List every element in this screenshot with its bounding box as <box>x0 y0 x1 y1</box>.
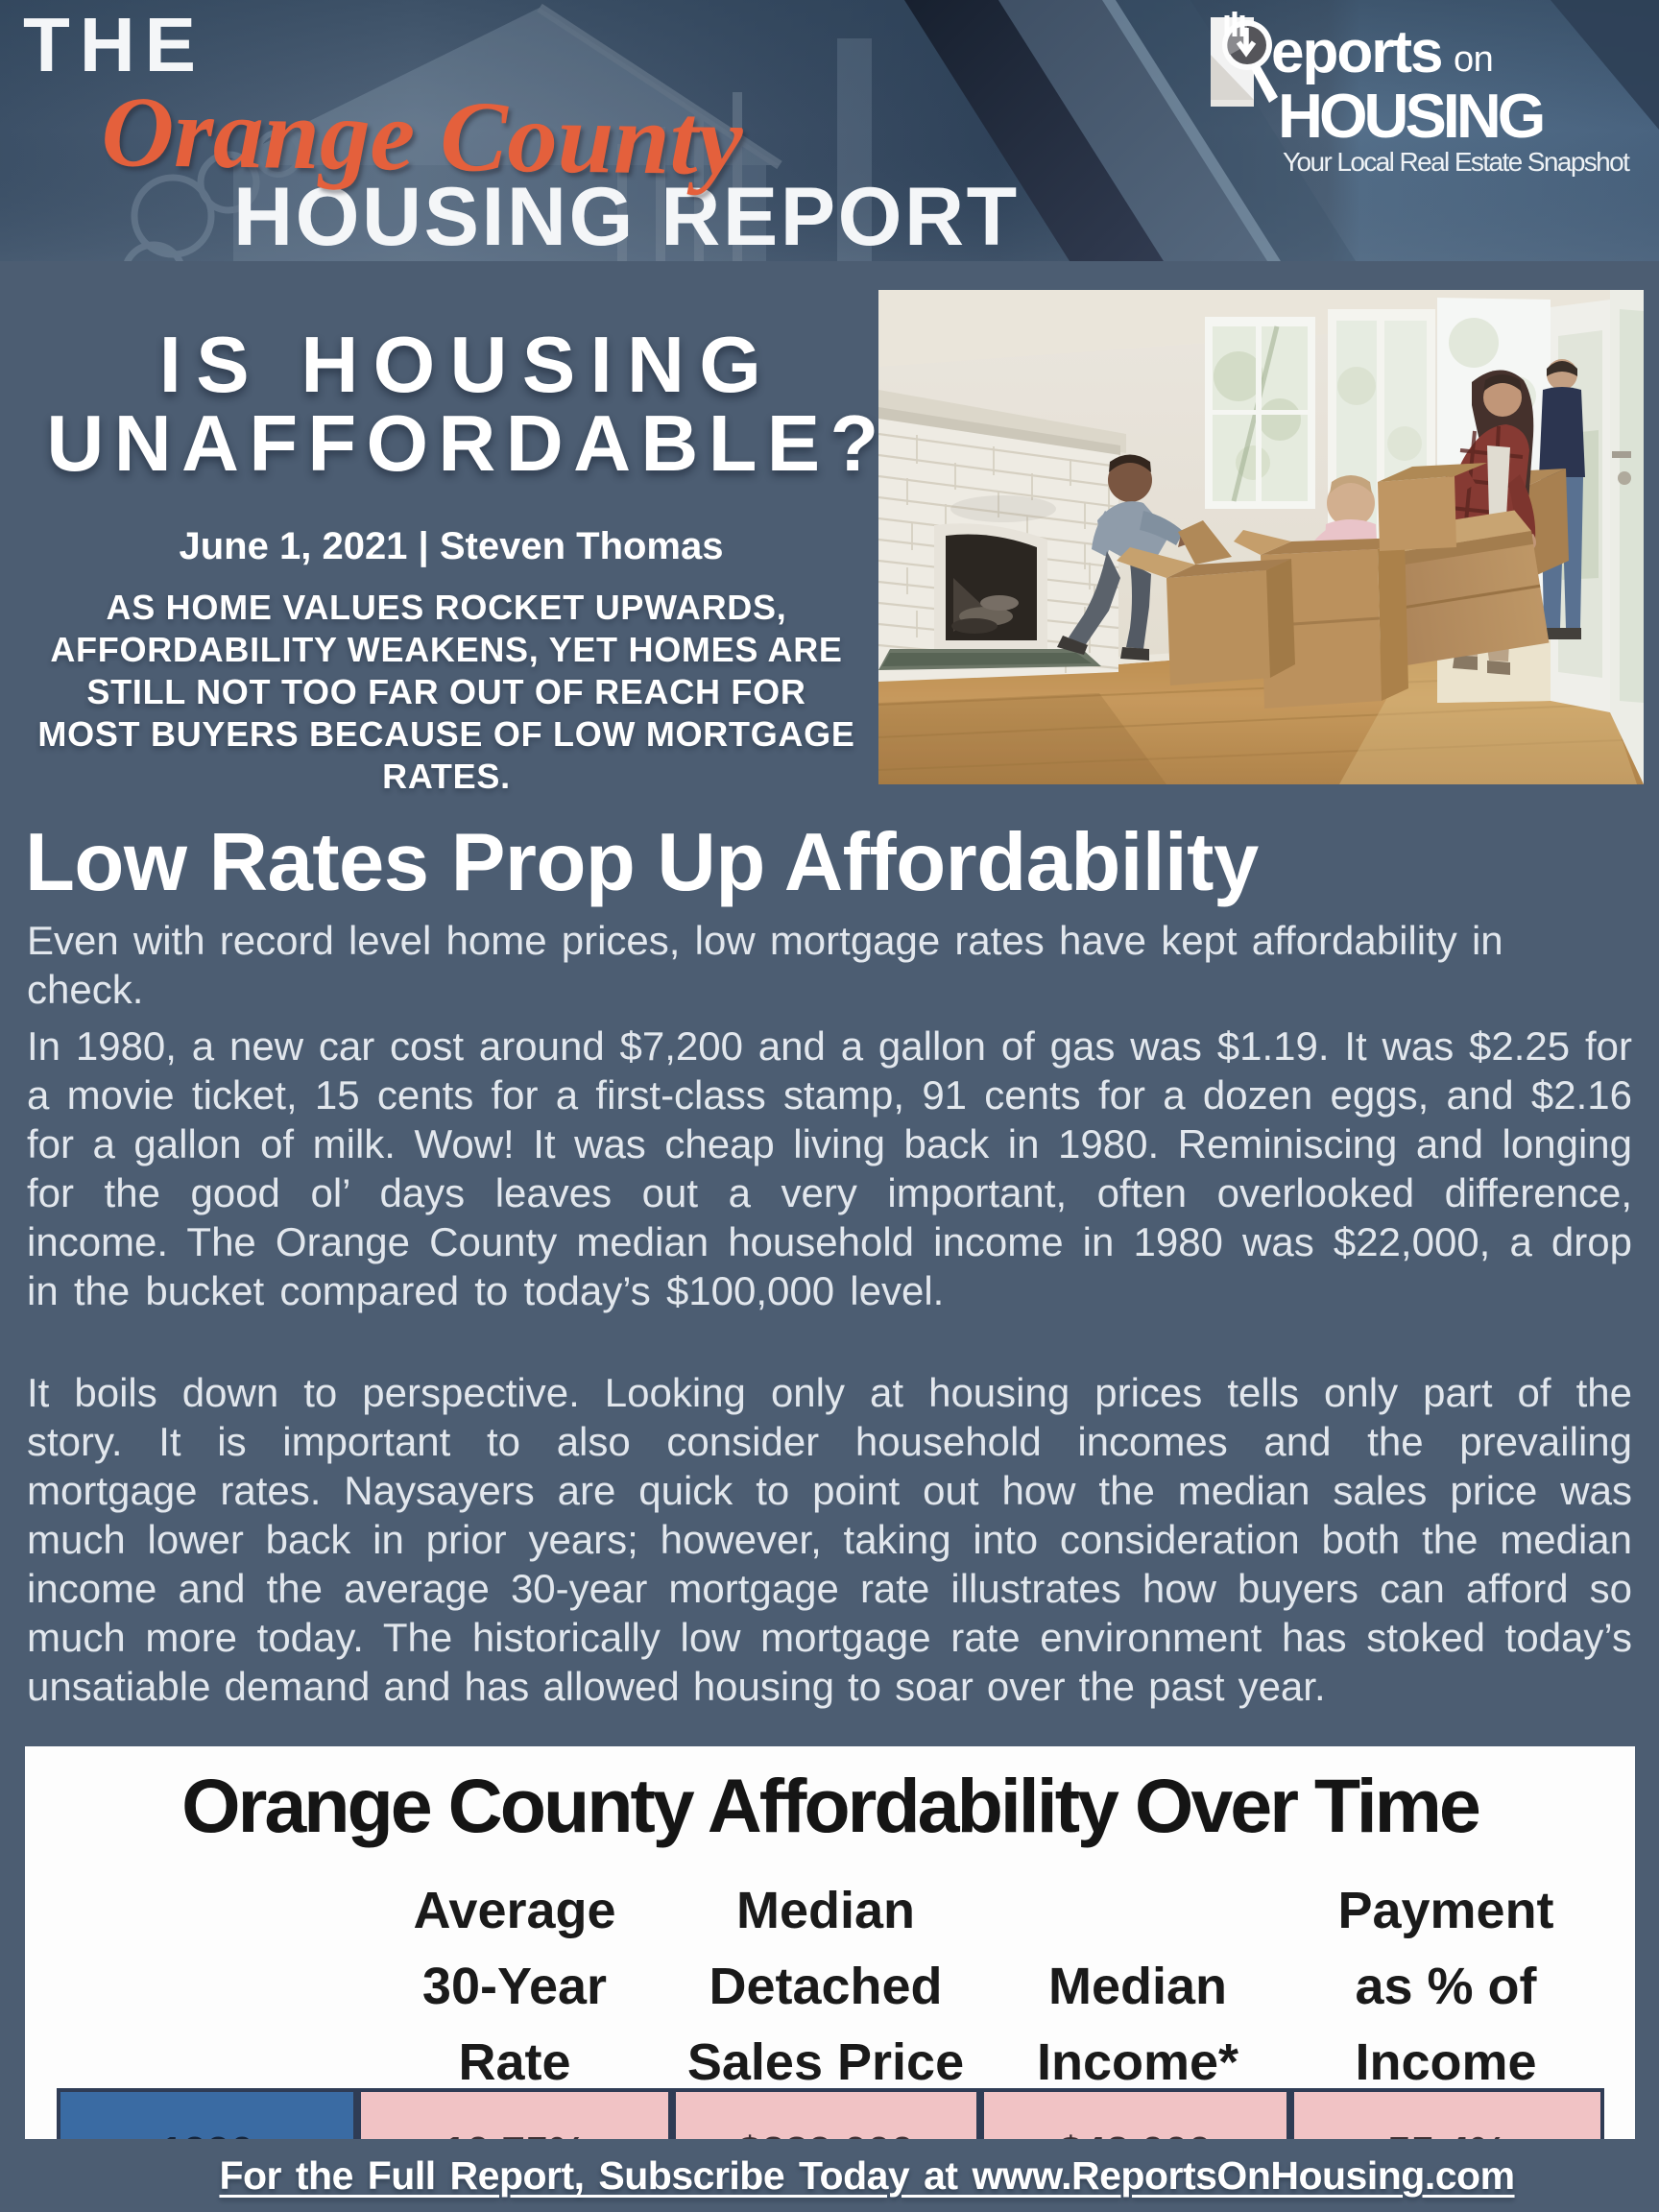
svg-text:HOUSING: HOUSING <box>1278 81 1543 151</box>
svg-text:eports: eports <box>1271 19 1441 85</box>
svg-text:Your Local Real Estate Snapsho: Your Local Real Estate Snapshot <box>1283 147 1630 177</box>
svg-text:THE: THE <box>23 2 205 87</box>
svg-text:on: on <box>1454 39 1493 80</box>
svg-text:Orange County: Orange County <box>101 75 744 196</box>
svg-text:HOUSING REPORT: HOUSING REPORT <box>233 171 1020 261</box>
